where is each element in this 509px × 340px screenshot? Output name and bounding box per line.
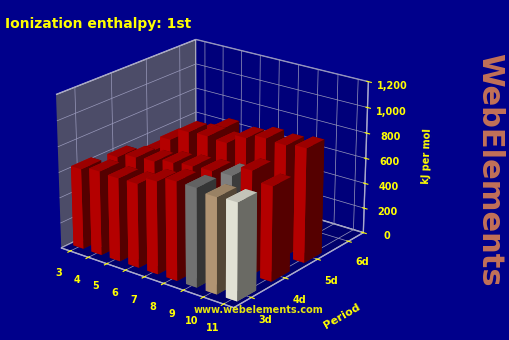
Text: www.webelements.com: www.webelements.com [193,305,323,315]
Text: WebElements: WebElements [474,53,503,287]
Text: Ionization enthalpy: 1st: Ionization enthalpy: 1st [5,17,191,31]
Y-axis label: Period: Period [322,302,361,331]
